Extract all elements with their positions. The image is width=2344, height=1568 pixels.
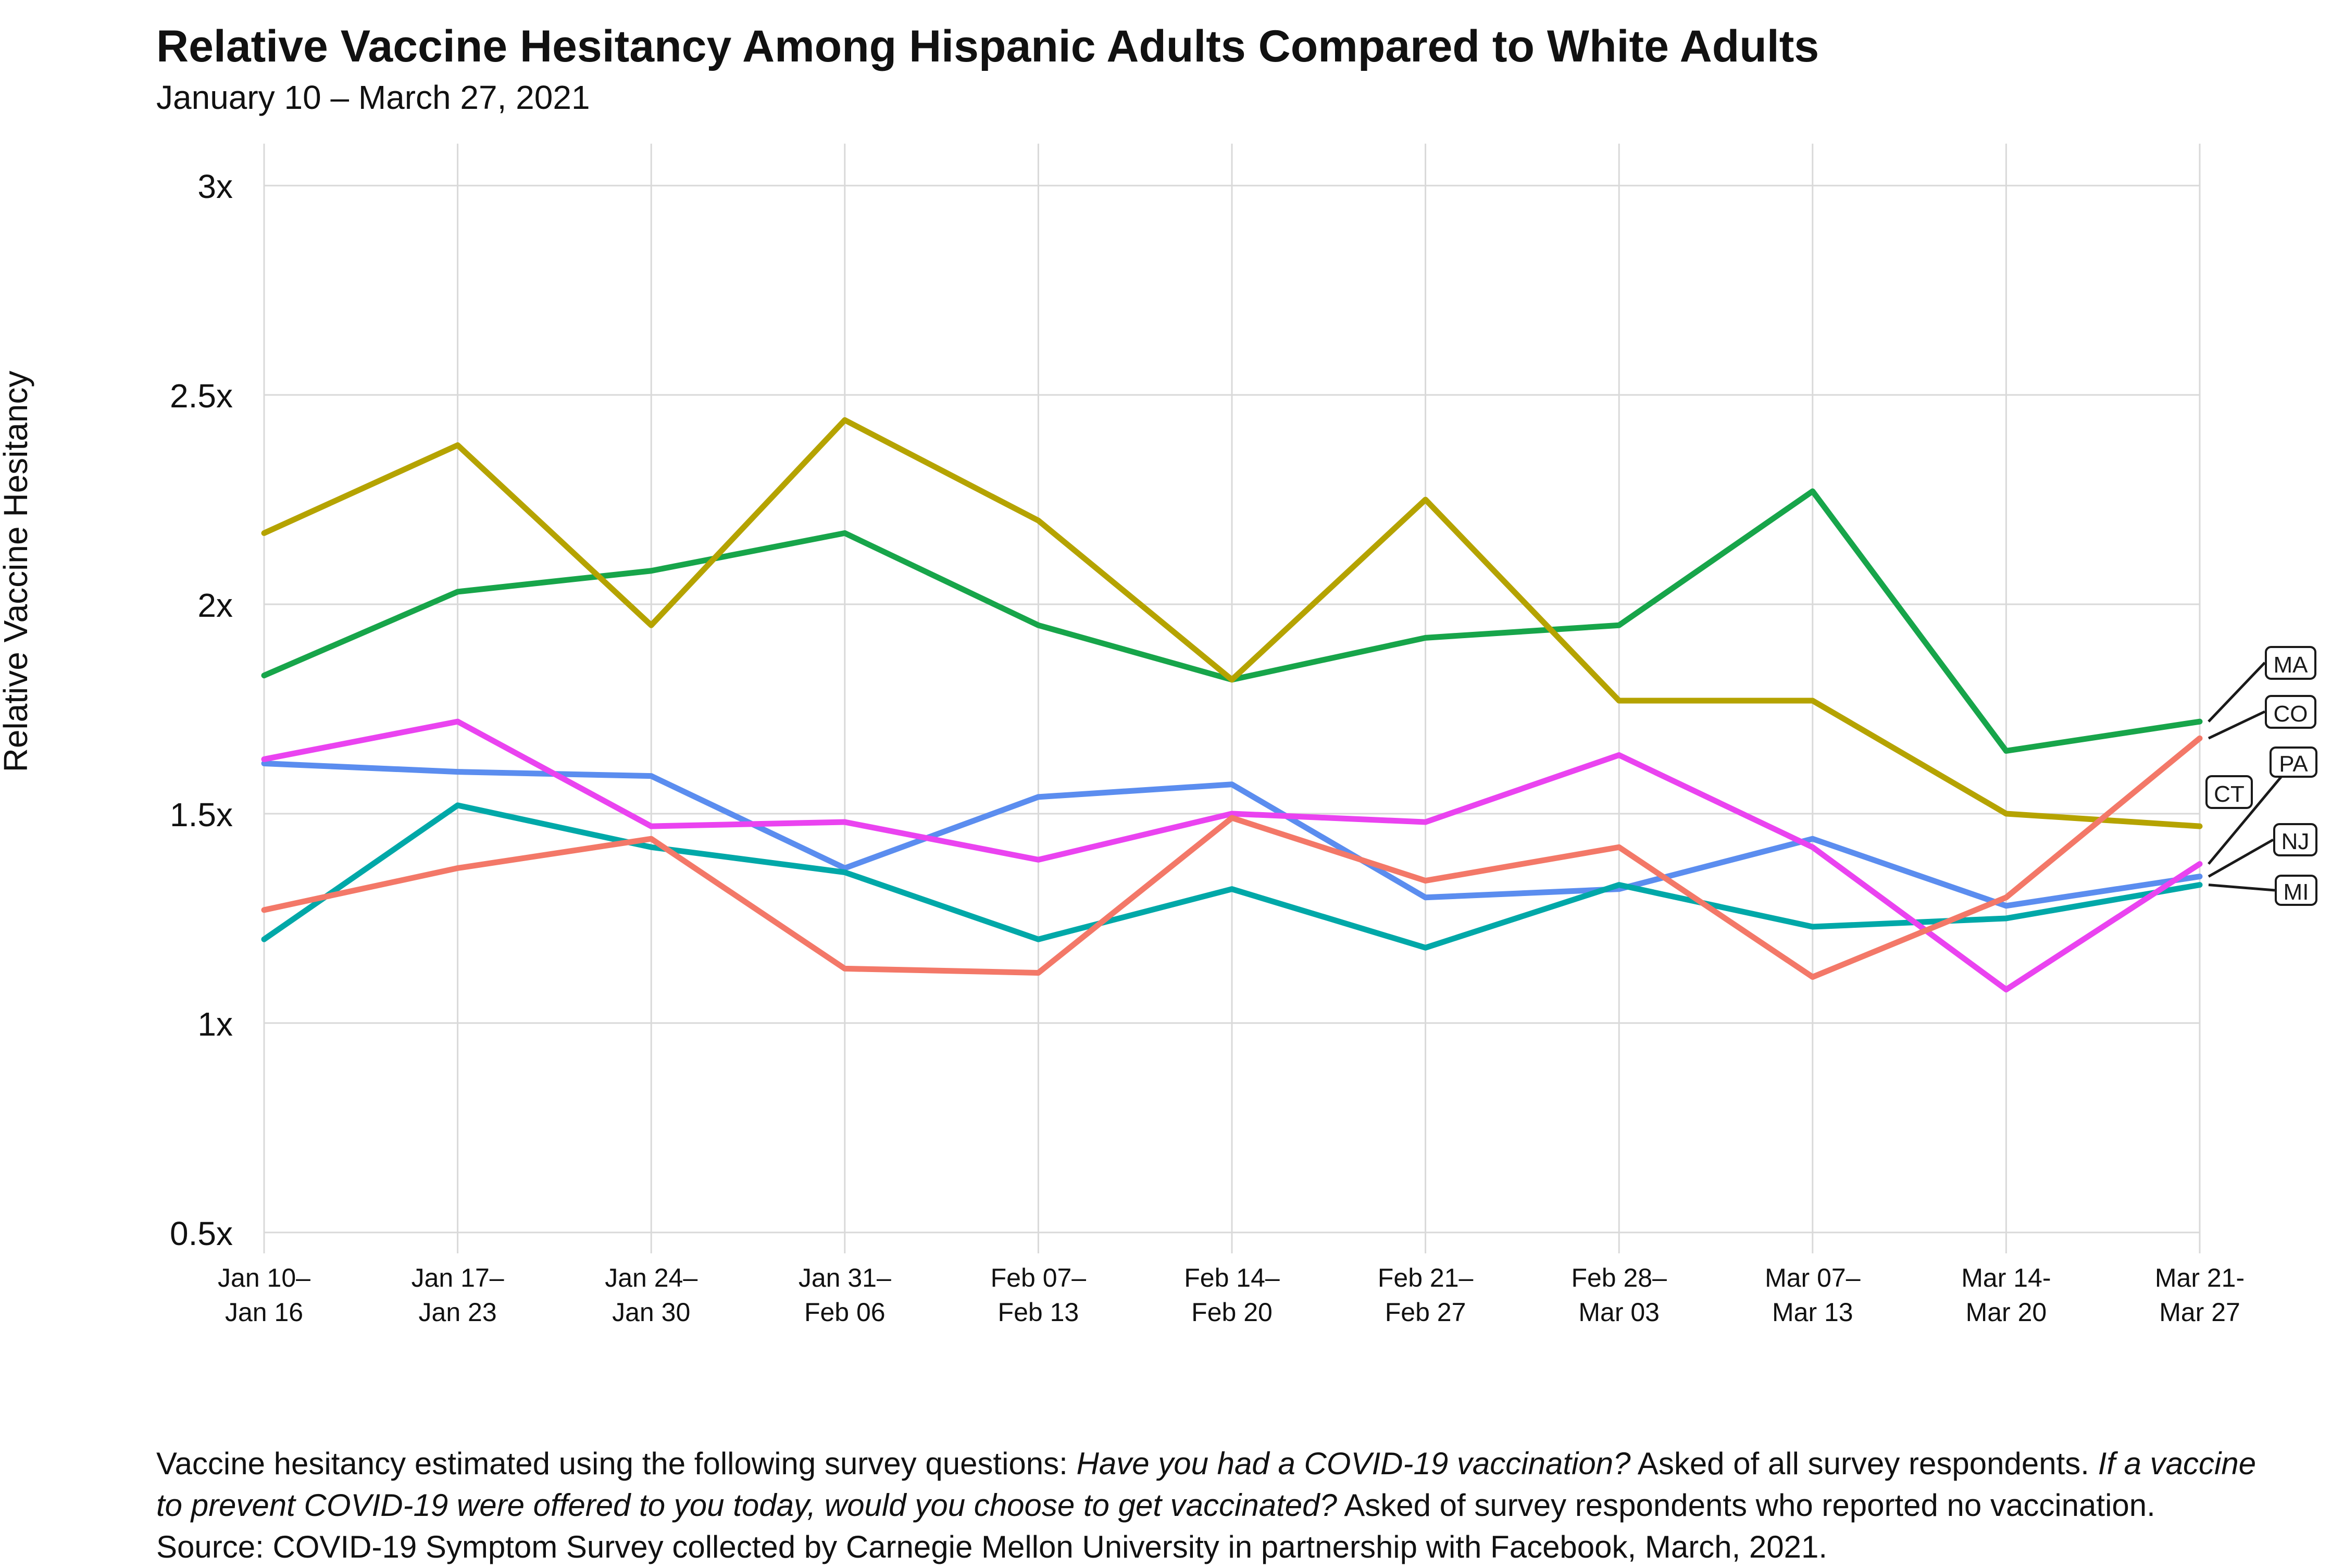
svg-text:2x: 2x <box>197 587 233 624</box>
svg-text:1x: 1x <box>197 1005 233 1043</box>
svg-text:1.5x: 1.5x <box>170 796 233 833</box>
svg-text:3x: 3x <box>197 168 233 205</box>
svg-text:0.5x: 0.5x <box>170 1215 233 1252</box>
svg-text:2.5x: 2.5x <box>170 377 233 415</box>
